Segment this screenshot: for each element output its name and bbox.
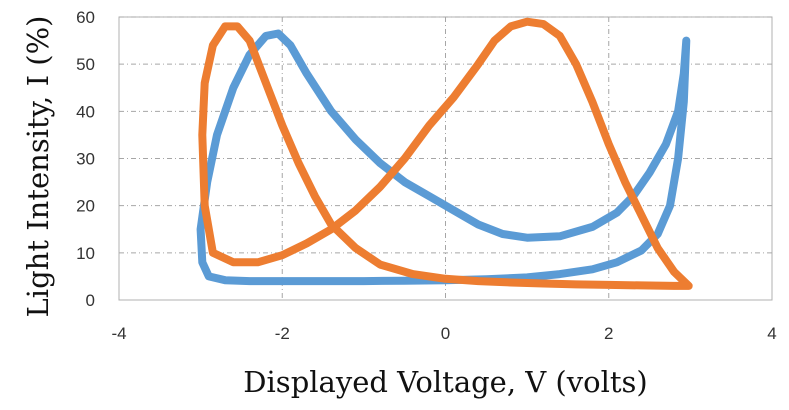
x-tick-label: 2 (604, 324, 613, 343)
series-1-line (196, 29, 691, 286)
y-axis-title: Light Intensity, I (%) (21, 16, 55, 318)
x-axis-title: Displayed Voltage, V (volts) (243, 365, 647, 399)
x-tick-label: 4 (767, 324, 776, 343)
x-tick-label: -2 (275, 324, 290, 343)
series-layer (196, 17, 693, 290)
y-tick-label: 40 (76, 102, 95, 121)
y-tick-label: 10 (76, 244, 95, 263)
y-tick-label: 30 (76, 150, 95, 169)
y-tick-label: 0 (86, 291, 95, 310)
x-tick-label: 0 (441, 324, 450, 343)
y-tick-label: 50 (76, 55, 95, 74)
series-2-line (198, 17, 693, 290)
y-tick-label: 60 (76, 8, 95, 27)
y-tick-label: 20 (76, 197, 95, 216)
y-axis-ticks: 0 10 20 30 40 50 60 (76, 8, 95, 310)
x-axis-ticks: -4 -2 0 2 4 (111, 324, 776, 343)
x-tick-label: -4 (111, 324, 126, 343)
